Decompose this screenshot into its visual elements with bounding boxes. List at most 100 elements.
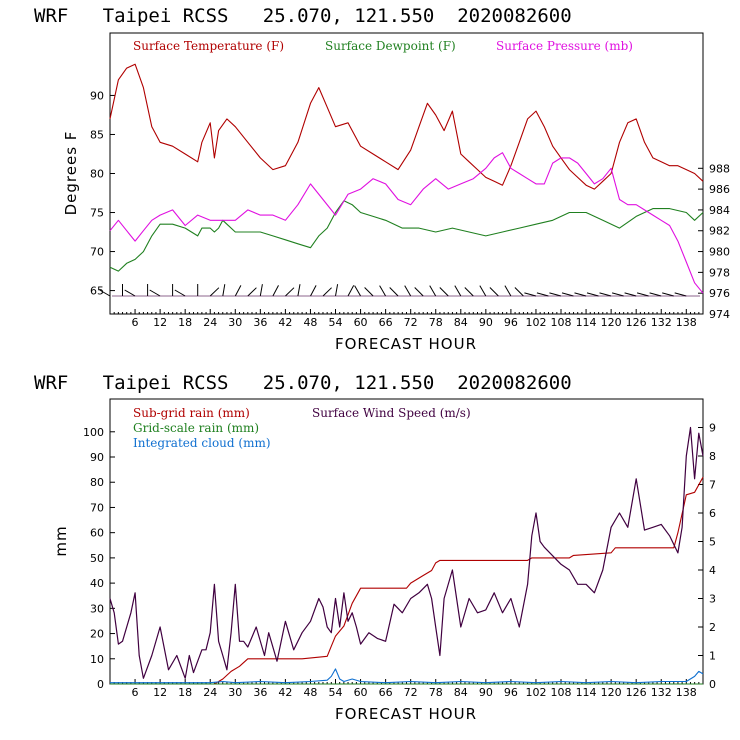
y-tick-label: 30	[90, 602, 104, 615]
x-tick-label: 36	[253, 316, 267, 329]
series-line-surface-dewpoint-f	[109, 200, 704, 272]
wind-barb	[514, 287, 524, 297]
wind-barb	[354, 285, 362, 297]
x-tick-label: 24	[203, 686, 217, 699]
x-tick-label: 6	[132, 316, 139, 329]
y-tick-label: 70	[90, 501, 104, 514]
x-tick-label: 84	[454, 686, 468, 699]
wind-barb	[649, 292, 662, 297]
y2-tick-label: 3	[709, 593, 716, 606]
legend-surface-dewpoint: Surface Dewpoint (F)	[325, 39, 456, 53]
bottom-chart-title: WRF Taipei RCSS 25.070, 121.550 20200826…	[34, 372, 572, 394]
legend-surface-wind-speed: Surface Wind Speed (m/s)	[312, 406, 471, 420]
wind-barb	[222, 284, 226, 297]
y2-tick-label: 2	[709, 621, 716, 634]
wind-barb	[247, 287, 257, 297]
top-y-axis-label: Degrees F	[62, 131, 80, 216]
series-line-surface-wind-speed-m-s	[109, 426, 704, 679]
y2-tick-label: 4	[709, 564, 716, 577]
y2-tick-label: 6	[709, 507, 716, 520]
y2-tick-label: 986	[709, 183, 730, 196]
x-tick-label: 66	[379, 686, 393, 699]
y-tick-label: 90	[90, 89, 104, 102]
y2-tick-label: 8	[709, 450, 716, 463]
x-tick-label: 60	[354, 686, 368, 699]
wind-barb	[524, 292, 537, 297]
top-chart-title: WRF Taipei RCSS 25.070, 121.550 20200826…	[34, 5, 572, 27]
x-tick-label: 138	[676, 686, 697, 699]
y2-tick-label: 5	[709, 536, 716, 549]
x-tick-label: 78	[429, 316, 443, 329]
wind-barb	[124, 289, 136, 297]
wind-barbs	[99, 284, 700, 297]
legend-surface-temperature: Surface Temperature (F)	[133, 39, 284, 53]
x-tick-label: 114	[576, 316, 597, 329]
y-tick-label: 0	[97, 678, 104, 691]
wind-barb	[272, 285, 279, 297]
y2-tick-label: 978	[709, 266, 730, 279]
y-tick-label: 50	[90, 552, 104, 565]
wind-barb	[504, 285, 512, 297]
y-tick-label: 80	[90, 168, 104, 181]
x-tick-label: 12	[153, 686, 167, 699]
x-tick-label: 90	[479, 686, 493, 699]
wind-barb	[379, 285, 387, 297]
wind-barb	[335, 284, 339, 297]
wind-barb	[347, 285, 355, 297]
legend-surface-pressure: Surface Pressure (mb)	[496, 39, 633, 53]
top-plot-frame	[109, 32, 704, 315]
wind-barb	[404, 285, 412, 297]
wind-barb	[234, 285, 242, 297]
y-tick-label: 70	[90, 246, 104, 259]
wind-barb	[389, 287, 399, 297]
x-tick-label: 90	[479, 316, 493, 329]
wind-barb	[322, 287, 332, 297]
y2-tick-label: 974	[709, 308, 730, 321]
wind-barb	[561, 292, 574, 297]
x-tick-label: 108	[551, 316, 572, 329]
wind-barb	[624, 292, 637, 297]
wind-barb	[174, 289, 186, 297]
y2-tick-label: 980	[709, 246, 730, 259]
x-tick-label: 78	[429, 686, 443, 699]
series-line-surface-pressure-mb	[109, 152, 704, 294]
wind-barb	[549, 292, 562, 297]
x-tick-label: 42	[278, 316, 292, 329]
x-tick-label: 108	[551, 686, 572, 699]
wind-barb	[149, 289, 161, 297]
y-tick-label: 75	[90, 207, 104, 220]
y-tick-label: 80	[90, 476, 104, 489]
x-tick-label: 96	[504, 316, 518, 329]
legend-grid-scale-rain: Grid-scale rain (mm)	[133, 421, 259, 435]
series-line-surface-temperature-f	[109, 63, 704, 190]
bottom-x-axis-label: FORECAST HOUR	[335, 705, 477, 723]
x-tick-label: 126	[626, 316, 647, 329]
y2-tick-label: 976	[709, 287, 730, 300]
wind-barb	[454, 285, 462, 297]
y-tick-label: 40	[90, 577, 104, 590]
x-tick-label: 48	[303, 316, 317, 329]
x-tick-label: 54	[329, 316, 343, 329]
y2-tick-label: 9	[709, 422, 716, 435]
y2-tick-label: 1	[709, 650, 716, 663]
wind-barb	[536, 292, 549, 297]
wind-barb	[414, 287, 424, 297]
wind-barb	[439, 287, 449, 297]
y-tick-label: 90	[90, 451, 104, 464]
x-tick-label: 96	[504, 686, 518, 699]
wind-barb	[489, 287, 499, 297]
y2-tick-label: 7	[709, 479, 716, 492]
y-tick-label: 65	[90, 285, 104, 298]
top-x-axis-label: FORECAST HOUR	[335, 335, 477, 353]
x-tick-label: 48	[303, 686, 317, 699]
legend-integrated-cloud: Integrated cloud (mm)	[133, 436, 271, 450]
wind-barb	[259, 284, 263, 297]
wind-barb	[99, 289, 111, 297]
x-tick-label: 138	[676, 316, 697, 329]
wind-barb	[611, 292, 624, 297]
x-tick-label: 102	[525, 686, 546, 699]
x-tick-label: 72	[404, 686, 418, 699]
x-tick-label: 6	[132, 686, 139, 699]
x-tick-label: 24	[203, 316, 217, 329]
y-tick-label: 20	[90, 628, 104, 641]
